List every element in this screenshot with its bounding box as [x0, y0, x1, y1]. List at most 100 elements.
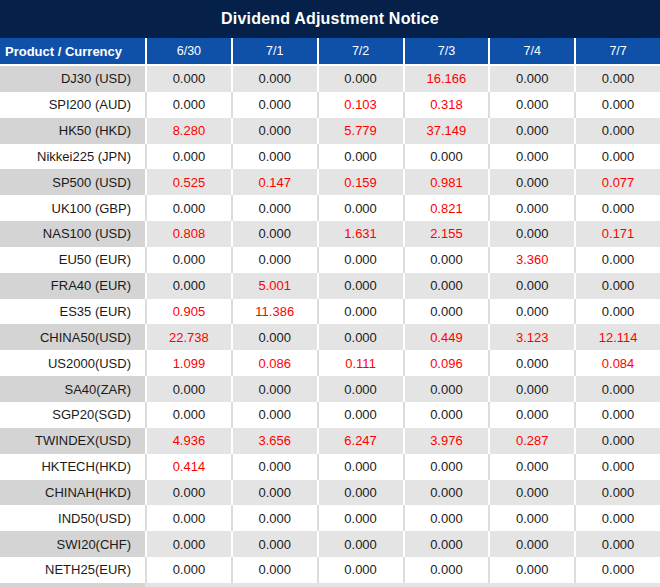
table-row: TWINDEX(USD)4.9363.6566.2473.9760.2870.0… [0, 428, 660, 454]
product-cell: EU50 (EUR) [0, 247, 145, 273]
product-cell: TWINDEX(USD) [0, 428, 145, 454]
dividend-value-cell: 12.114 [574, 324, 660, 350]
dividend-value-cell: 0.159 [317, 169, 403, 195]
product-cell: IND50(USD) [0, 505, 145, 531]
column-header-date-0: 6/30 [145, 38, 231, 64]
dividend-value-cell: 0.000 [403, 505, 489, 531]
product-cell: SWI20(CHF) [0, 531, 145, 557]
product-cell: UK100 (GBP) [0, 195, 145, 221]
dividend-value-cell: 3.976 [403, 428, 489, 454]
dividend-value-cell: 0.000 [488, 118, 574, 144]
dividend-value-cell: 0.000 [574, 299, 660, 325]
dividend-value-cell: 0.000 [145, 376, 231, 402]
dividend-value-cell: 37.149 [403, 118, 489, 144]
dividend-value-cell: 0.000 [574, 557, 660, 583]
dividend-adjustment-table: Dividend Adjustment Notice Product / Cur… [0, 0, 660, 587]
table-row: SWI20(CHF)0.0000.0000.0000.0000.0000.000 [0, 531, 660, 557]
dividend-value-cell: 0.000 [488, 144, 574, 170]
dividend-value-cell: 0.000 [403, 531, 489, 557]
dividend-value-cell: 0.000 [574, 247, 660, 273]
product-cell: ES35 (EUR) [0, 299, 145, 325]
table-row: HK50 (HKD)8.2800.0005.77937.1490.0000.00… [0, 118, 660, 144]
dividend-value-cell: 0.000 [488, 221, 574, 247]
dividend-value-cell: 0.000 [231, 531, 317, 557]
dividend-value-cell: 3.656 [231, 428, 317, 454]
dividend-value-cell: 0.084 [574, 350, 660, 376]
product-cell: Nikkei225 (JPN) [0, 144, 145, 170]
dividend-value-cell: 5.779 [317, 118, 403, 144]
dividend-value-cell: 0.147 [231, 169, 317, 195]
product-cell: SGP20(SGD) [0, 402, 145, 428]
dividend-value-cell: 0.000 [145, 92, 231, 118]
dividend-value-cell: 3.123 [488, 324, 574, 350]
dividend-value-cell: 0.000 [403, 376, 489, 402]
dividend-value-cell: 6.247 [317, 428, 403, 454]
product-cell: NAS100 (USD) [0, 221, 145, 247]
column-header-product-currency: Product / Currency [0, 38, 145, 64]
dividend-value-cell: 0.000 [231, 247, 317, 273]
dividend-value-cell: 0.000 [574, 402, 660, 428]
column-header-date-3: 7/3 [403, 38, 489, 64]
column-header-date-2: 7/2 [317, 38, 403, 64]
dividend-value-cell: 4.936 [145, 428, 231, 454]
dividend-value-cell: 0.808 [145, 221, 231, 247]
table-row: US2000(USD)1.0990.0860.1110.0960.0000.08… [0, 350, 660, 376]
product-cell: CHINA50(USD) [0, 324, 145, 350]
table-row: UK100 (GBP)0.0000.0000.0000.8210.0000.00… [0, 195, 660, 221]
table-row: SPI200 (AUD)0.0000.0000.1030.3180.0000.0… [0, 92, 660, 118]
bottom-edge-product-segment [0, 583, 145, 587]
product-cell: DJ30 (USD) [0, 66, 145, 92]
dividend-value-cell: 0.000 [145, 144, 231, 170]
dividend-value-cell: 3.360 [488, 247, 574, 273]
dividend-value-cell: 0.000 [488, 454, 574, 480]
dividend-value-cell: 0.000 [231, 144, 317, 170]
dividend-value-cell: 0.000 [574, 480, 660, 506]
table-header-row: Product / Currency 6/307/17/27/37/47/7 [0, 38, 660, 66]
dividend-value-cell: 0.000 [488, 376, 574, 402]
dividend-value-cell: 16.166 [403, 66, 489, 92]
dividend-value-cell: 0.000 [488, 273, 574, 299]
table-row: FRA40 (EUR)0.0005.0010.0000.0000.0000.00… [0, 273, 660, 299]
dividend-value-cell: 0.000 [403, 402, 489, 428]
dividend-value-cell: 0.000 [317, 247, 403, 273]
dividend-value-cell: 0.000 [403, 557, 489, 583]
dividend-value-cell: 8.280 [145, 118, 231, 144]
dividend-value-cell: 0.000 [488, 505, 574, 531]
dividend-value-cell: 0.000 [403, 480, 489, 506]
dividend-value-cell: 0.000 [403, 273, 489, 299]
dividend-value-cell: 0.000 [403, 247, 489, 273]
product-cell: SA40(ZAR) [0, 376, 145, 402]
dividend-value-cell: 1.631 [317, 221, 403, 247]
product-cell: FRA40 (EUR) [0, 273, 145, 299]
table-row: SA40(ZAR)0.0000.0000.0000.0000.0000.000 [0, 376, 660, 402]
column-header-date-5: 7/7 [574, 38, 660, 64]
dividend-value-cell: 0.000 [488, 557, 574, 583]
dividend-value-cell: 0.000 [231, 66, 317, 92]
dividend-value-cell: 0.414 [145, 454, 231, 480]
dividend-value-cell: 0.000 [231, 454, 317, 480]
table-body: DJ30 (USD)0.0000.0000.00016.1660.0000.00… [0, 66, 660, 583]
dividend-value-cell: 0.086 [231, 350, 317, 376]
dividend-value-cell: 0.000 [145, 505, 231, 531]
dividend-value-cell: 0.000 [145, 557, 231, 583]
dividend-value-cell: 0.000 [574, 505, 660, 531]
dividend-value-cell: 0.096 [403, 350, 489, 376]
dividend-value-cell: 0.000 [317, 480, 403, 506]
product-cell: SP500 (USD) [0, 169, 145, 195]
dividend-value-cell: 0.000 [317, 454, 403, 480]
dividend-value-cell: 0.000 [488, 195, 574, 221]
dividend-value-cell: 0.318 [403, 92, 489, 118]
dividend-value-cell: 0.000 [488, 350, 574, 376]
table-row: Nikkei225 (JPN)0.0000.0000.0000.0000.000… [0, 144, 660, 170]
dividend-value-cell: 0.000 [403, 299, 489, 325]
dividend-value-cell: 0.000 [488, 480, 574, 506]
dividend-value-cell: 0.000 [145, 247, 231, 273]
table-bottom-edge [0, 583, 660, 587]
dividend-value-cell: 0.000 [317, 324, 403, 350]
dividend-value-cell: 0.000 [574, 454, 660, 480]
dividend-value-cell: 0.103 [317, 92, 403, 118]
dividend-value-cell: 0.000 [317, 557, 403, 583]
dividend-value-cell: 0.000 [403, 144, 489, 170]
dividend-value-cell: 0.000 [317, 402, 403, 428]
dividend-value-cell: 0.000 [231, 505, 317, 531]
